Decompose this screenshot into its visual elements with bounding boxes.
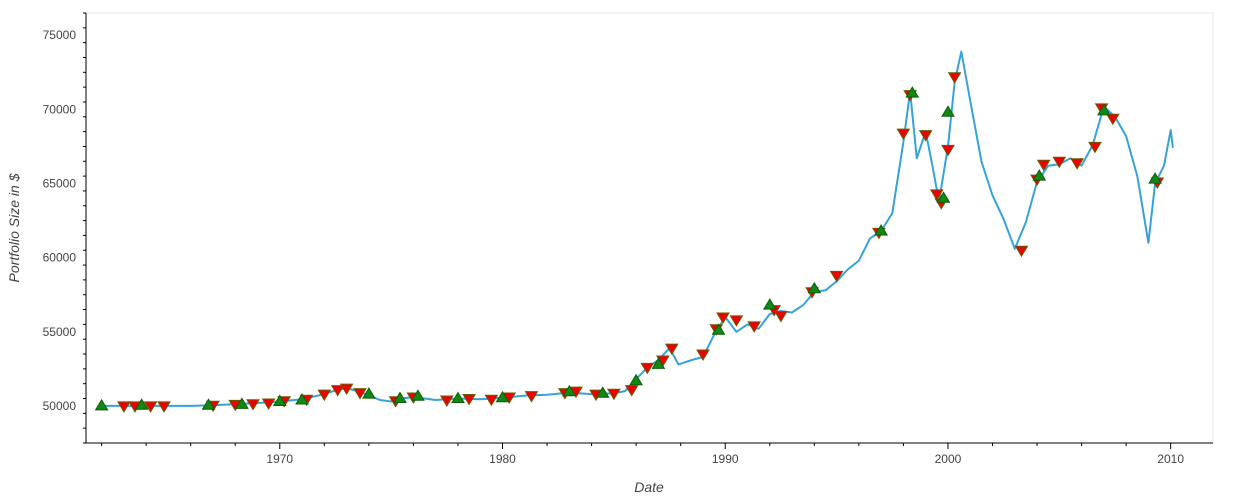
buy-marker <box>562 384 577 397</box>
sell-marker <box>729 315 744 327</box>
sell-marker <box>143 401 158 413</box>
sell-marker <box>640 362 655 375</box>
buy-marker <box>1097 103 1111 116</box>
sell-marker <box>716 312 730 324</box>
sell-marker <box>664 343 679 356</box>
sell-marker <box>117 401 131 413</box>
sell-marker <box>261 398 276 410</box>
buy-marker <box>941 105 955 117</box>
buy-marker <box>495 390 510 403</box>
axes-layer: 50000 55000 60000 65000 70000 75000 1970 1980 19… <box>43 12 1213 466</box>
buy-marker <box>235 397 249 409</box>
y-tick-label: 70000 <box>43 102 77 116</box>
y-tick-label: 50000 <box>43 399 77 413</box>
buy-marker <box>1148 172 1162 184</box>
sell-marker <box>1105 113 1120 126</box>
buy-marker <box>94 398 109 411</box>
x-tick-label: 2000 <box>935 452 962 466</box>
buy-marker <box>295 393 309 405</box>
sell-marker <box>607 388 621 401</box>
sell-marker <box>317 389 332 402</box>
sell-marker <box>947 72 962 84</box>
buy-marker <box>134 398 149 410</box>
y-tick-label: 60000 <box>43 251 77 265</box>
buy-marker <box>936 191 951 203</box>
sell-marker <box>774 311 788 323</box>
sell-marker <box>157 401 171 413</box>
x-axis-title: Date <box>634 479 664 495</box>
y-tick-label: 55000 <box>43 325 77 339</box>
buy-marker <box>762 298 777 310</box>
sell-marker <box>439 395 454 407</box>
x-tick-label: 1980 <box>489 452 516 466</box>
sell-marker <box>918 130 933 142</box>
buy-marker <box>201 398 216 410</box>
buy-marker <box>651 357 666 369</box>
buy-marker <box>629 373 643 386</box>
sell-marker <box>353 388 367 400</box>
sell-marker <box>929 189 944 201</box>
buy-marker <box>595 386 610 398</box>
sell-marker <box>524 391 539 403</box>
buy-marker <box>451 391 465 403</box>
x-tick-label: 1970 <box>266 452 293 466</box>
sell-marker <box>1036 159 1051 172</box>
buy-marker <box>393 391 407 403</box>
sell-marker <box>896 128 911 141</box>
buy-marker <box>874 224 888 236</box>
sell-marker <box>624 385 639 397</box>
sell-marker <box>747 321 762 333</box>
sell-marker <box>829 270 844 283</box>
sell-marker <box>484 394 499 407</box>
sell-marker <box>696 349 710 361</box>
buy-marker <box>1032 169 1047 181</box>
sell-marker <box>1070 158 1084 170</box>
buy-marker <box>807 281 822 294</box>
buy-marker <box>411 389 425 401</box>
sell-marker <box>330 385 345 397</box>
y-axis-title: Portfolio Size in $ <box>6 173 22 282</box>
buy-marker <box>362 387 376 399</box>
y-tick-label: 65000 <box>43 177 77 191</box>
sell-marker <box>1088 141 1102 154</box>
buy-marker <box>905 86 920 98</box>
sell-marker <box>941 144 955 157</box>
sell-marker <box>1052 156 1067 169</box>
x-tick-label: 2010 <box>1157 452 1184 466</box>
buy-marker <box>711 323 726 335</box>
sell-marker <box>462 394 476 406</box>
x-tick-label: 1990 <box>712 452 739 466</box>
sell-marker <box>339 383 354 396</box>
sell-marker <box>246 399 260 411</box>
series-layer <box>94 50 1174 413</box>
y-tick-label: 75000 <box>43 28 77 42</box>
buy-marker <box>272 394 287 406</box>
sell-marker <box>1014 245 1029 258</box>
